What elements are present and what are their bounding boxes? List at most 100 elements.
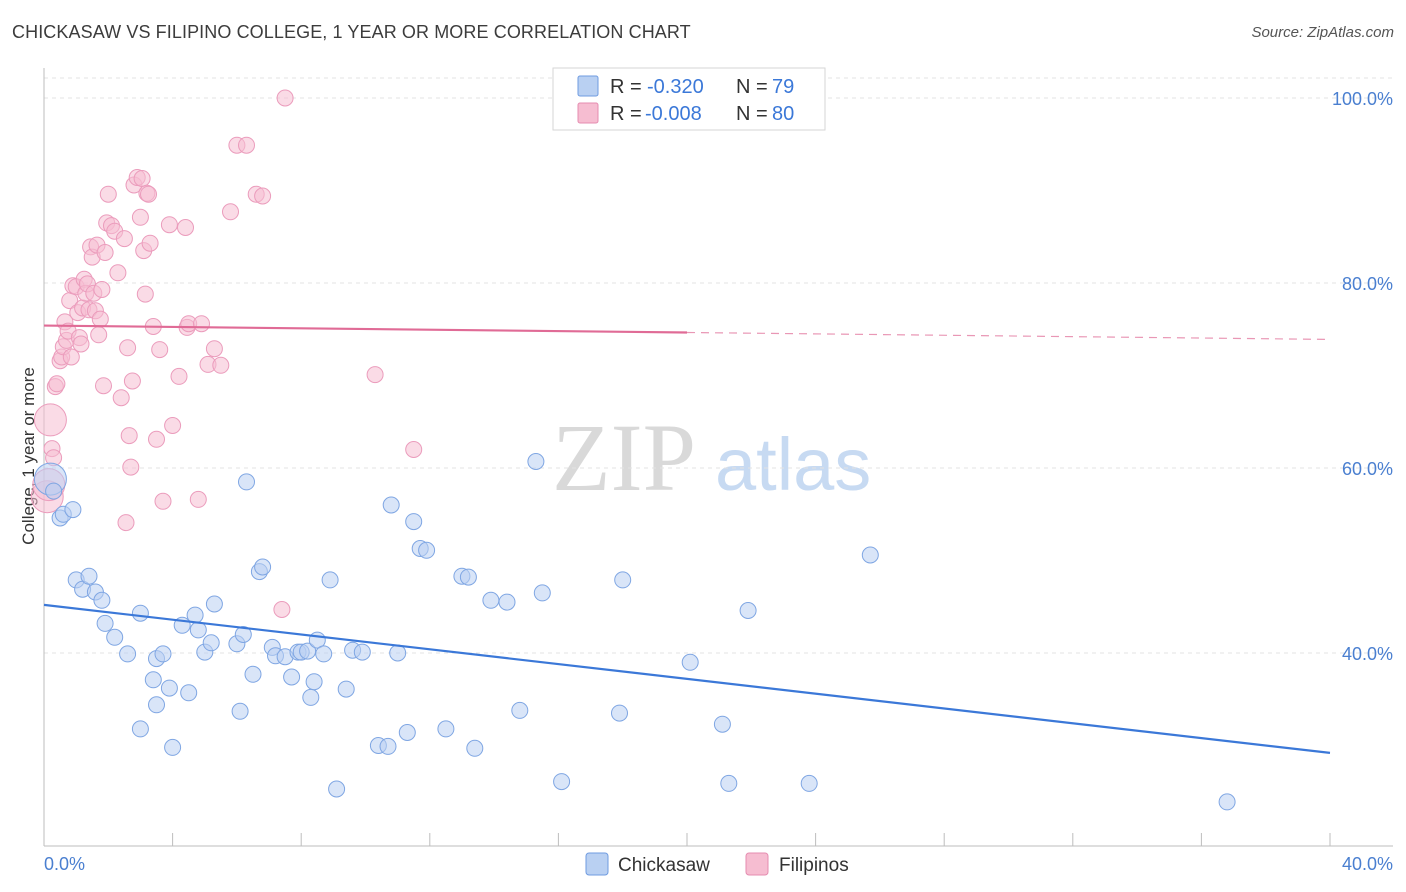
- filipinos-point: [148, 430, 165, 448]
- grid: [44, 77, 1393, 654]
- axes: [43, 68, 1393, 847]
- chickasaw-trendline: [43, 603, 1331, 754]
- x-tick-label-max: 40.0%: [1342, 854, 1393, 874]
- chickasaw-point: [131, 720, 149, 738]
- chickasaw-point: [148, 696, 165, 714]
- trendlines: [43, 324, 1331, 754]
- chickasaw-point: [234, 626, 252, 643]
- filipinos-point: [115, 230, 133, 248]
- series-legend-swatch-filipinos: [745, 852, 769, 876]
- chickasaw-point: [164, 738, 182, 756]
- filipinos-point: [222, 203, 239, 221]
- filipinos-point: [141, 234, 159, 252]
- filipinos-point: [273, 601, 291, 618]
- chickasaw-point: [1218, 793, 1236, 811]
- watermark-zip: ZIP: [552, 404, 696, 511]
- filipinos-point: [48, 375, 66, 393]
- chickasaw-point: [244, 665, 262, 683]
- chickasaw-point: [353, 643, 371, 661]
- chickasaw-point: [382, 496, 400, 514]
- legend-r-label-filipinos: R =: [610, 103, 642, 125]
- chickasaw-point: [800, 774, 818, 792]
- watermark-atlas: atlas: [715, 423, 871, 506]
- chickasaw-point: [321, 571, 339, 589]
- series-legend-swatch-chickasaw: [585, 852, 609, 876]
- y-tick-labels: 40.0% 60.0% 80.0% 100.0%: [1332, 89, 1393, 664]
- filipinos-point: [164, 417, 182, 434]
- chickasaw-point: [160, 679, 178, 697]
- y-tick-label: 40.0%: [1342, 644, 1393, 664]
- filipinos-point: [136, 285, 154, 303]
- filipinos-point: [193, 315, 210, 333]
- filipinos-point: [189, 490, 207, 508]
- chickasaw-point: [459, 568, 477, 586]
- chickasaw-point: [482, 591, 500, 609]
- chickasaw-point: [238, 473, 255, 491]
- filipinos-point: [120, 427, 138, 445]
- chickasaw-point: [315, 645, 333, 663]
- chart-title: CHICKASAW VS FILIPINO COLLEGE, 1 YEAR OR…: [12, 22, 691, 42]
- chickasaw-point: [611, 704, 628, 722]
- filipinos-points: [30, 89, 423, 618]
- y-tick-label: 60.0%: [1342, 459, 1393, 479]
- filipinos-point: [96, 244, 114, 261]
- x-tick-label-min: 0.0%: [44, 854, 85, 874]
- legend-n-label-filipinos: N =: [736, 103, 768, 125]
- y-tick-label: 100.0%: [1332, 89, 1393, 109]
- filipinos-point: [123, 372, 141, 390]
- chickasaw-point: [45, 482, 63, 500]
- series-legend-label-chickasaw: Chickasaw: [618, 855, 710, 876]
- filipinos-point: [205, 340, 223, 358]
- filipinos-point: [366, 366, 384, 384]
- chickasaw-point: [511, 701, 529, 719]
- chickasaw-point: [533, 584, 551, 602]
- chart-source: Source: ZipAtlas.com: [1251, 24, 1394, 41]
- filipinos-point: [99, 185, 117, 203]
- chickasaw-point: [231, 702, 249, 720]
- chickasaw-point: [64, 501, 82, 519]
- chickasaw-point: [328, 780, 346, 798]
- chickasaw-point: [739, 602, 757, 619]
- filipinos-point: [160, 216, 178, 234]
- filipinos-point: [254, 187, 272, 205]
- y-tick-label: 80.0%: [1342, 274, 1393, 294]
- filipinos-point: [93, 281, 111, 298]
- filipinos-point: [62, 348, 80, 366]
- chickasaw-point: [614, 571, 632, 589]
- chickasaw-point: [398, 724, 416, 741]
- filipinos-point: [177, 219, 194, 236]
- filipinos-point: [122, 458, 140, 476]
- legend-n-label-chickasaw: N =: [736, 76, 768, 98]
- filipinos-point: [95, 377, 112, 395]
- correlation-legend: R = -0.320 N = 79 R = -0.008 N = 80: [552, 67, 826, 131]
- filipinos-point: [33, 403, 67, 437]
- chickasaw-point: [527, 453, 545, 470]
- filipinos-point: [112, 389, 130, 407]
- chickasaw-point: [337, 680, 355, 698]
- filipinos-point: [154, 492, 172, 510]
- series-legend: Chickasaw Filipinos: [585, 852, 849, 876]
- chickasaw-point: [180, 684, 198, 702]
- chickasaw-point: [154, 645, 172, 663]
- filipinos-point: [133, 170, 151, 187]
- chickasaw-point: [720, 774, 738, 792]
- filipinos-point: [170, 367, 188, 385]
- chickasaw-point: [379, 737, 397, 755]
- filipinos-point: [131, 208, 149, 226]
- chickasaw-point: [861, 546, 879, 564]
- filipinos-point: [91, 310, 109, 328]
- filipinos-point: [119, 339, 137, 357]
- filipinos-point: [72, 335, 90, 353]
- filipinos-point: [212, 356, 230, 374]
- filipinos-point: [109, 264, 127, 282]
- chickasaw-point: [202, 634, 220, 652]
- legend-r-value-chickasaw: -0.320: [647, 76, 704, 98]
- chickasaw-point: [119, 645, 137, 663]
- chickasaw-point: [93, 591, 111, 609]
- chickasaw-points: [33, 453, 1236, 811]
- y-axis-label: College, 1 year or more: [19, 367, 38, 545]
- filipinos-point: [238, 136, 255, 154]
- filipinos-point: [151, 341, 169, 359]
- filipinos-point: [90, 326, 108, 344]
- chickasaw-point: [205, 595, 223, 613]
